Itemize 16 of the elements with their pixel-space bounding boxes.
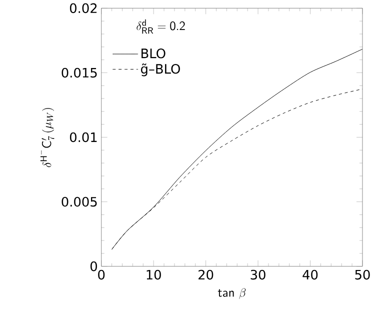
annotation: $\delta^{\mathsf{d}}_{\mathsf{RR}}=\mathsf{0.2}$ xyxy=(136,19,185,34)
y-tick-label: 0.005 xyxy=(62,196,97,207)
x-tick-label: 30 xyxy=(250,270,266,280)
y-tick-label: 0 xyxy=(90,261,97,272)
x-tick-label: 10 xyxy=(146,270,161,280)
legend-label: g̃–BLO xyxy=(140,63,180,76)
x-tick-label: 0 xyxy=(98,270,105,280)
y-tick-label: 0.02 xyxy=(70,3,97,14)
legend-label: BLO xyxy=(142,48,166,58)
y-tick-label: 0.015 xyxy=(62,68,97,78)
y-axis-title: $\delta^{\mathsf{H}^-}\mathsf{C}_7'\,(\mu_W)$ xyxy=(40,108,54,168)
y-tick-label: 0.01 xyxy=(70,132,97,142)
x-axis-title: $\mathsf{tan}\ \beta$ xyxy=(218,288,246,299)
x-tick-label: 50 xyxy=(355,270,370,280)
x-tick-label: 40 xyxy=(302,270,318,280)
x-tick-label: 20 xyxy=(198,270,214,280)
